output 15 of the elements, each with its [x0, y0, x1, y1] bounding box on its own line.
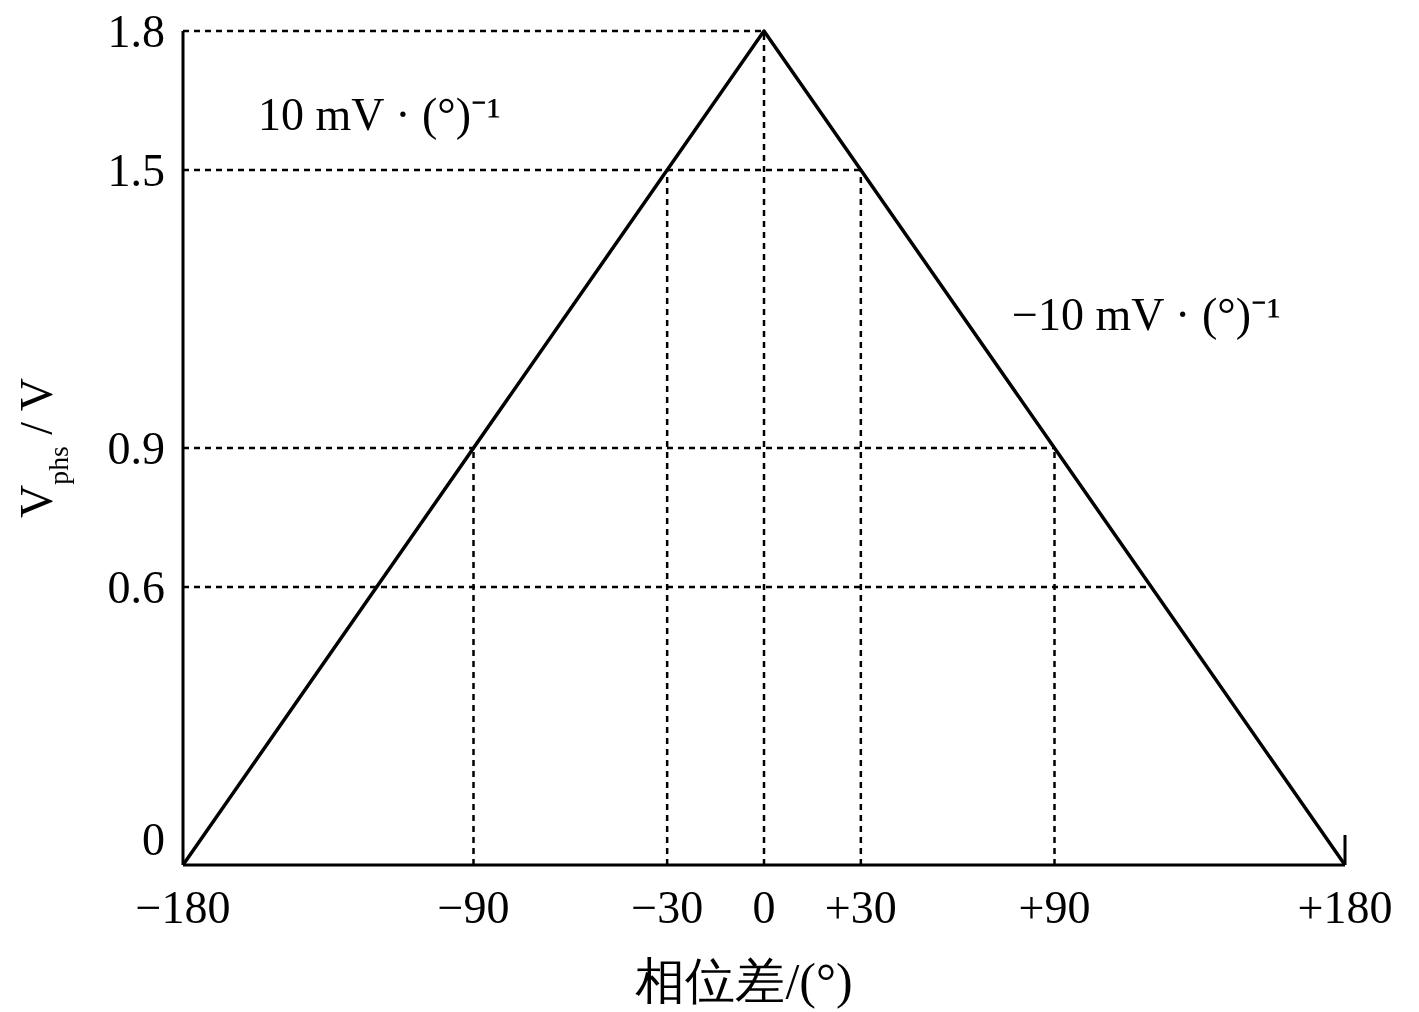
y-tick-label: 0 — [142, 814, 165, 865]
x-axis-title: 相位差/(°) — [635, 953, 853, 1009]
y-tick-label: 0.9 — [107, 423, 165, 474]
x-tick-label: −90 — [437, 882, 510, 933]
x-tick-label: 0 — [752, 882, 776, 933]
annotation: 10 mV · (°)⁻¹ — [258, 89, 501, 140]
y-tick-label: 1.8 — [107, 6, 165, 57]
x-tick-label: −30 — [631, 882, 704, 933]
y-tick-label: 0.6 — [107, 562, 165, 613]
annotation: −10 mV · (°)⁻¹ — [1012, 289, 1281, 340]
y-tick-label: 1.5 — [107, 145, 165, 196]
x-tick-label: +30 — [824, 882, 897, 933]
x-tick-label: −180 — [135, 882, 231, 933]
x-tick-label: +180 — [1297, 882, 1393, 933]
x-tick-label: +90 — [1018, 882, 1091, 933]
